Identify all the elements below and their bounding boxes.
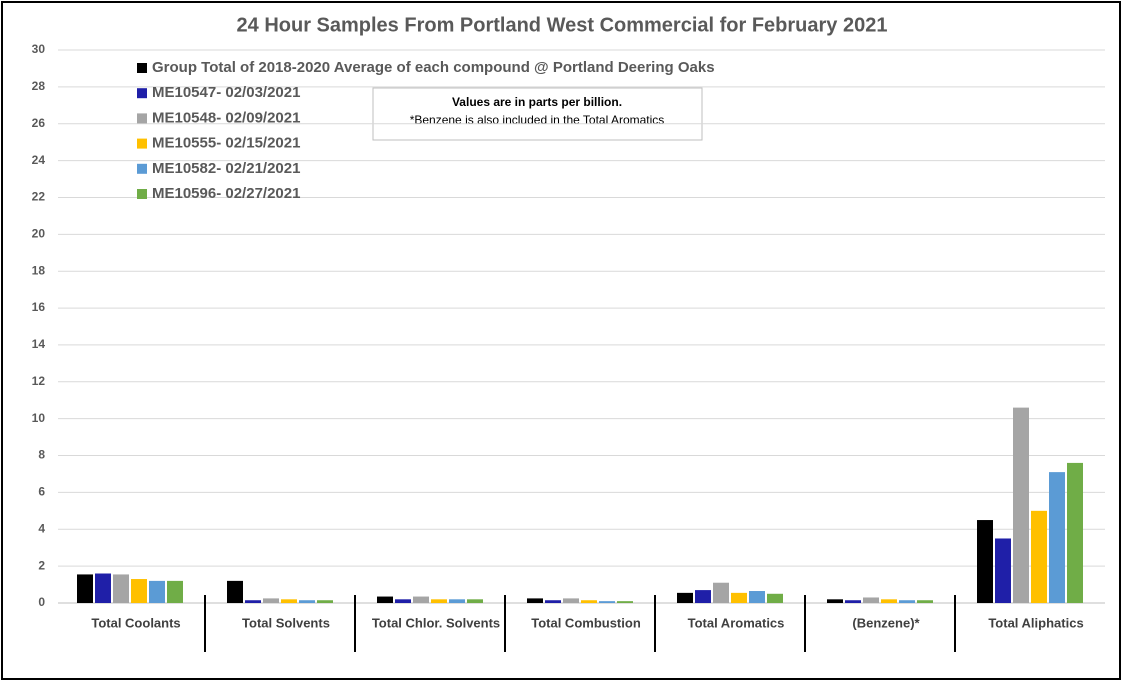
- bar: [167, 580, 183, 603]
- bar: [899, 600, 915, 603]
- bar: [1013, 407, 1029, 603]
- y-tick-label: 28: [32, 79, 46, 93]
- legend-swatch: [137, 163, 147, 174]
- annotation: Values are in parts per billion.: [452, 95, 622, 109]
- x-tick-label: Total Combustion: [531, 615, 641, 630]
- bar: [995, 538, 1011, 603]
- bar: [467, 599, 483, 603]
- bar: [395, 599, 411, 603]
- bar: [431, 599, 447, 603]
- legend-label: ME10547- 02/03/2021: [152, 84, 300, 101]
- x-tick-label: Total Coolants: [91, 615, 180, 630]
- y-tick-label: 18: [32, 263, 46, 277]
- bar: [695, 590, 711, 603]
- legend-label: ME10582- 02/21/2021: [152, 160, 300, 177]
- bar: [263, 598, 279, 603]
- y-tick-label: 14: [32, 337, 46, 351]
- bar: [881, 599, 897, 603]
- legend-swatch: [137, 88, 147, 99]
- y-tick-label: 8: [38, 448, 45, 462]
- legend-label: ME10548- 02/09/2021: [152, 109, 300, 126]
- x-tick-label: Total Chlor. Solvents: [372, 615, 500, 630]
- bar: [227, 580, 243, 603]
- bar: [413, 596, 429, 603]
- bar: [599, 601, 615, 603]
- y-tick-label: 12: [32, 374, 46, 388]
- bar: [131, 579, 147, 603]
- y-tick-label: 22: [32, 190, 46, 204]
- bar: [977, 520, 993, 603]
- bar: [95, 573, 111, 603]
- y-tick-label: 26: [32, 116, 46, 130]
- bar: [917, 600, 933, 603]
- bar: [1049, 472, 1065, 603]
- bar: [281, 599, 297, 603]
- chart-title: 24 Hour Samples From Portland West Comme…: [237, 14, 888, 36]
- y-tick-label: 2: [38, 558, 45, 572]
- bar: [563, 598, 579, 603]
- bar: [377, 596, 393, 603]
- bar: [713, 582, 729, 603]
- y-tick-label: 24: [32, 153, 46, 167]
- bar: [767, 593, 783, 603]
- annotation-box: [372, 87, 703, 141]
- y-tick-label: 30: [32, 42, 46, 56]
- bar: [77, 574, 93, 603]
- legend-label: Group Total of 2018-2020 Average of each…: [152, 59, 715, 76]
- legend-swatch: [137, 138, 147, 149]
- y-tick-label: 10: [32, 411, 46, 425]
- x-tick-label: Total Aliphatics: [988, 615, 1083, 630]
- y-tick-label: 4: [38, 521, 45, 535]
- y-tick-label: 20: [32, 227, 46, 241]
- x-tick-label: (Benzene)*: [852, 615, 920, 630]
- bar: [449, 599, 465, 603]
- bar: [581, 600, 597, 603]
- legend-swatch: [137, 113, 147, 124]
- x-tick-label: Total Solvents: [242, 615, 330, 630]
- bar: [113, 574, 129, 603]
- legend-label: ME10555- 02/15/2021: [152, 135, 300, 152]
- x-tick-label: Total Aromatics: [688, 615, 785, 630]
- bar: [827, 599, 843, 603]
- bar: [749, 591, 765, 603]
- y-tick-label: 16: [32, 300, 46, 314]
- legend-swatch: [137, 63, 147, 73]
- y-tick-label: 0: [38, 595, 45, 609]
- bar: [845, 600, 861, 603]
- bar: [731, 592, 747, 603]
- bar: [545, 600, 561, 603]
- bar: [299, 600, 315, 603]
- legend-label: ME10596- 02/27/2021: [152, 185, 300, 202]
- bar: [245, 600, 261, 603]
- bar: [677, 592, 693, 603]
- bar: [317, 600, 333, 603]
- bar: [617, 601, 633, 603]
- legend-swatch: [137, 189, 147, 199]
- bar: [1031, 510, 1047, 603]
- y-tick-label: 6: [38, 485, 45, 499]
- annotation: *Benzene is also included in the Total A…: [410, 113, 665, 127]
- bar: [863, 597, 879, 603]
- bar: [1067, 462, 1083, 603]
- bar: [149, 580, 165, 603]
- bar: [527, 598, 543, 603]
